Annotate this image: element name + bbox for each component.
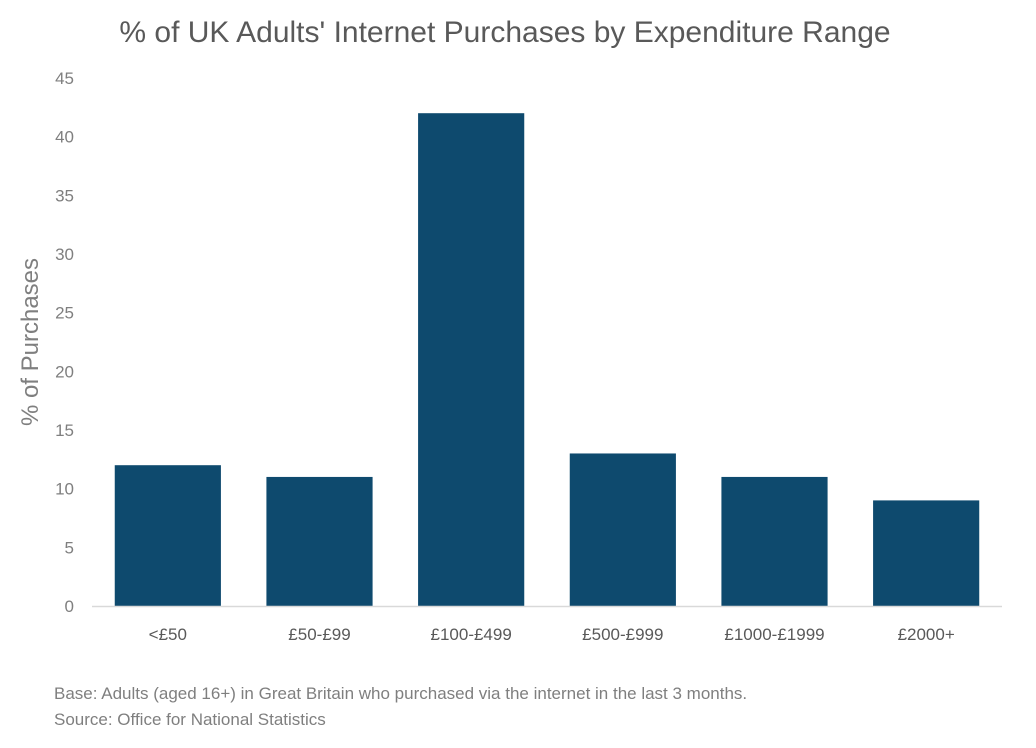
bar-chart: 0 5 10 15 20 25 30 35 40 45 % of Purchases <£50 £50-…	[17, 69, 1002, 644]
bar	[873, 500, 980, 606]
y-tick-label: 25	[55, 304, 74, 323]
chart-title: % of UK Adults' Internet Purchases by Ex…	[119, 16, 891, 49]
y-tick-label: 40	[55, 128, 74, 147]
x-tick-label: <£50	[149, 625, 187, 644]
x-tick-label: £500-£999	[582, 625, 663, 644]
bar	[114, 465, 221, 606]
y-tick-label: 45	[55, 69, 74, 88]
y-axis-title: % of Purchases	[17, 258, 44, 426]
x-tick-label: £100-£499	[431, 625, 512, 644]
source-note: Source: Office for National Statistics	[54, 710, 326, 729]
y-tick-label: 0	[65, 597, 74, 616]
bar	[418, 113, 525, 606]
y-tick-label: 20	[55, 362, 74, 381]
x-tick-label: £1000-£1999	[724, 625, 824, 644]
bar	[266, 476, 373, 606]
y-tick-label: 35	[55, 186, 74, 205]
y-tick-label: 5	[65, 538, 74, 557]
base-note: Base: Adults (aged 16+) in Great Britain…	[54, 684, 748, 703]
y-tick-label: 10	[55, 480, 74, 499]
y-tick-label: 15	[55, 421, 74, 440]
bar	[721, 476, 828, 606]
x-tick-label: £2000+	[898, 625, 955, 644]
x-tick-label: £50-£99	[288, 625, 350, 644]
y-tick-label: 30	[55, 245, 74, 264]
bar	[569, 453, 676, 606]
